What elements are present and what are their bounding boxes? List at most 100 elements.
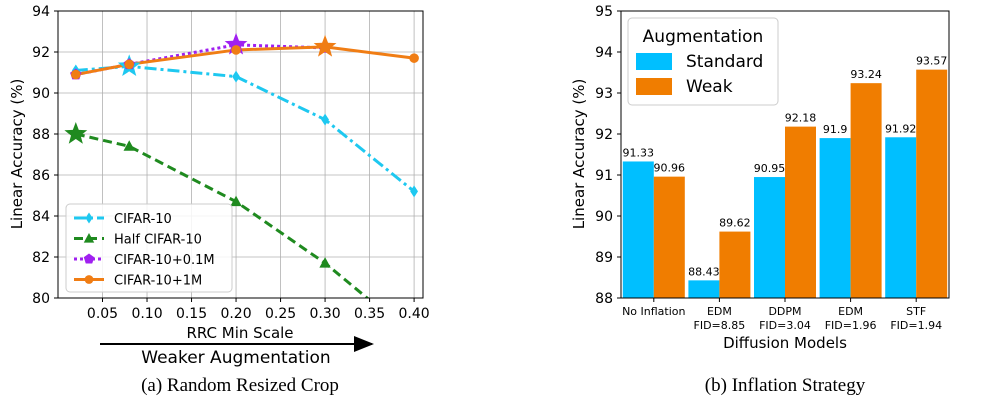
data-point-cifar-10-1m — [71, 69, 81, 80]
bar-value-label: 92.18 — [785, 112, 817, 125]
legend-label-standard: Standard — [686, 52, 763, 72]
bar-standard — [885, 137, 917, 298]
x-tick-label: 0.25 — [265, 306, 296, 322]
series-line-cifar-10-0-1m — [75, 43, 326, 77]
legend-marker-cifar-10-1m — [84, 275, 94, 284]
legend-marker-half-cifar-10 — [83, 233, 95, 243]
bar-weak — [785, 126, 816, 299]
data-point-cifar-10 — [321, 113, 329, 126]
data-point-cifar-10-1m — [231, 45, 241, 55]
x-tick-label: 0.05 — [87, 306, 118, 322]
bars — [622, 69, 948, 299]
y-axis-label: Linear Accuracy (%) — [8, 79, 26, 230]
legend-label-cifar-10-1m: CIFAR-10+1M — [114, 274, 202, 289]
legend-label-weak: Weak — [686, 77, 733, 97]
bar-value-label: 91.33 — [623, 146, 655, 159]
bar-standard — [622, 161, 654, 298]
legend-label-cifar-10: CIFAR-10 — [114, 212, 172, 227]
highlight-star-cifar-10-0-1m — [224, 32, 248, 55]
y-tick-label: 80 — [32, 291, 50, 307]
bar-standard — [688, 280, 720, 298]
y-tick-label-b: 94 — [595, 45, 613, 61]
legend-label-cifar-10-0-1m: CIFAR-10+0.1M — [114, 253, 215, 268]
legend-marker-cifar-10 — [85, 212, 93, 224]
x-tick-label: 0.30 — [309, 306, 340, 322]
legend-b: Augmentation Standard Weak — [627, 17, 779, 106]
x-tick-label: 0.10 — [131, 306, 162, 322]
x-tick-label: 0.35 — [354, 306, 385, 322]
y-tick-label-b: 92 — [595, 127, 613, 143]
y-tick-label: 88 — [32, 127, 50, 143]
data-point-cifar-10-1m — [124, 59, 135, 70]
y-tick-label-b: 89 — [595, 250, 613, 266]
bar-value-label: 91.9 — [823, 123, 848, 136]
legend-swatch-standard — [636, 53, 672, 70]
series-markers — [64, 32, 419, 268]
x-axis-label-b: Diffusion Models — [723, 334, 847, 352]
x-ticks-b: No Inflation EDMFID=8.85DDPMFID=3.04EDMFI… — [622, 298, 942, 332]
y-tick-label-b: 90 — [595, 209, 613, 225]
x-tick-label: 0.40 — [399, 306, 430, 322]
x-tick-label: 0.20 — [220, 306, 251, 322]
y-tick-label: 92 — [32, 45, 50, 61]
legend-box — [65, 203, 233, 293]
x-tick-label-b: DDPM — [768, 305, 801, 318]
x-tick-label-b: FID=1.96 — [825, 319, 877, 332]
bar-standard — [819, 138, 851, 298]
chart-inflation-strategy: 91.33 90.96 88.43 89.62 90.95 92.18 91.9 93.24 9… — [570, 4, 950, 396]
bar-weak — [653, 176, 685, 298]
legend: CIFAR-10 Half CIFAR-10 CIFAR-10+0.1M CIFAR-… — [65, 203, 233, 293]
bar-standard — [754, 177, 785, 298]
bar-weak — [719, 231, 751, 298]
caption-b: (b) Inflation Strategy — [705, 375, 866, 396]
x-tick-label-b: No Inflation — [622, 305, 685, 318]
bar-value-label: 93.57 — [916, 55, 948, 68]
bar-value-label: 89.62 — [719, 217, 751, 230]
chart-random-resized-crop: 0.05 0.10 0.15 0.20 0.25 0.30 0.35 0.40 8082848… — [8, 4, 430, 396]
data-point-half-cifar-10 — [319, 257, 331, 268]
bar-value-label: 93.24 — [850, 68, 882, 81]
x-tick-label-b: FID=3.04 — [759, 319, 811, 332]
y-ticks: 80 82 84 86 88 90 92 94 — [32, 4, 58, 307]
y-axis-label-b: Linear Accuracy (%) — [570, 79, 588, 230]
x-tick-label-b: EDM — [838, 305, 863, 318]
legend-label-half-cifar-10: Half CIFAR-10 — [114, 233, 202, 248]
y-tick-label-b: 88 — [595, 291, 613, 307]
data-point-cifar-10-1m — [409, 53, 419, 63]
x-tick-label-b: EDM — [707, 305, 732, 318]
x-axis-label: RRC Min Scale — [186, 324, 293, 342]
y-tick-label: 90 — [32, 86, 50, 102]
bar-value-label: 90.95 — [754, 162, 786, 175]
y-tick-label: 86 — [32, 168, 50, 184]
weaker-augmentation-label: Weaker Augmentation — [141, 348, 330, 368]
bar-value-label: 88.43 — [688, 265, 720, 278]
y-ticks-b: 88 89 90 91 92 93 94 95 — [595, 4, 621, 307]
bar-value-labels: 91.33 90.96 88.43 89.62 90.95 92.18 91.9 93.24 9… — [623, 55, 948, 279]
data-point-cifar-10 — [410, 185, 418, 198]
bar-value-label: 90.96 — [654, 162, 686, 175]
y-tick-label-b: 95 — [595, 4, 613, 20]
legend-swatch-weak — [636, 78, 672, 95]
y-tick-label: 94 — [32, 4, 50, 20]
x-tick-label-b: STF — [906, 305, 926, 318]
y-tick-label-b: 91 — [595, 168, 613, 184]
data-point-half-cifar-10 — [230, 195, 242, 207]
x-tick-label-b: FID=8.85 — [694, 319, 746, 332]
series-line-cifar-10 — [75, 64, 416, 193]
x-ticks: 0.05 0.10 0.15 0.20 0.25 0.30 0.35 0.40 — [87, 298, 430, 322]
legend-title: Augmentation — [643, 27, 764, 47]
plot-frame — [57, 10, 424, 299]
y-tick-label: 82 — [32, 250, 50, 266]
data-point-half-cifar-10 — [123, 140, 135, 151]
bar-weak — [916, 69, 948, 298]
x-tick-label-b: FID=1.94 — [890, 319, 942, 332]
y-tick-label-b: 93 — [595, 86, 613, 102]
highlight-star-half-cifar-10 — [64, 122, 88, 144]
y-tick-label: 84 — [32, 209, 50, 225]
x-tick-label: 0.15 — [176, 306, 207, 322]
highlight-star-cifar-10-1m — [313, 34, 337, 57]
caption-a: (a) Random Resized Crop — [141, 375, 339, 396]
bar-value-label: 91.92 — [885, 122, 917, 135]
legend-marker-cifar-10-0-1m — [83, 253, 95, 264]
